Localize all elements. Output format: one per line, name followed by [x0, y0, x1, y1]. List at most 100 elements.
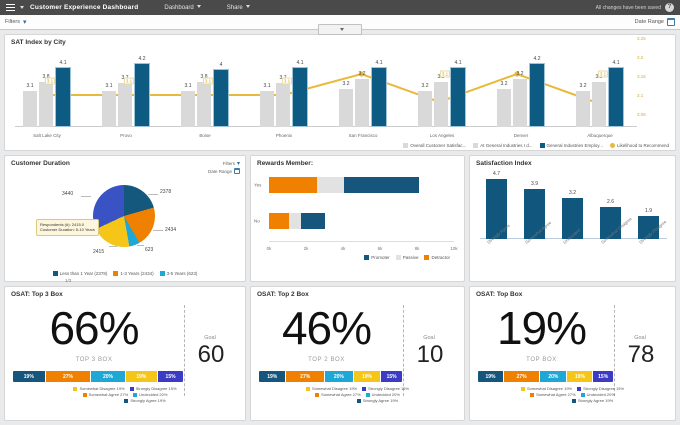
- satisfaction-bar[interactable]: 4.7: [486, 171, 507, 239]
- satisfaction-bar[interactable]: 3.9: [524, 181, 545, 239]
- rewards-legend-item[interactable]: Detractor: [424, 255, 450, 260]
- osat-segment[interactable]: 19%: [353, 371, 382, 382]
- calendar-icon[interactable]: [667, 18, 675, 26]
- osat-legend-row: Somewhat Agree 27% Undecided 20%: [13, 392, 237, 397]
- hamburger-menu-icon[interactable]: [6, 4, 15, 11]
- duration-daterange-link[interactable]: Date Range: [208, 168, 240, 174]
- osat-segment[interactable]: 19%: [259, 371, 287, 382]
- pie-legend-item[interactable]: Less than 1 Year (2378): [52, 271, 107, 276]
- filter-bar-right-group: Date Range: [635, 18, 675, 26]
- legend-swatch-icon: [159, 271, 165, 276]
- sat-bar-overall[interactable]: 3.1: [181, 83, 195, 127]
- rewards-segment-passive[interactable]: [317, 177, 344, 193]
- sat-city-label: San Francisco: [348, 133, 378, 138]
- sat-bar-overall[interactable]: 3.1: [23, 83, 37, 127]
- customer-duration-pie[interactable]: [93, 185, 155, 247]
- satisfaction-bar[interactable]: 1.9: [638, 208, 659, 239]
- sat-bar-overall[interactable]: 3.1: [102, 83, 116, 127]
- osat-segment[interactable]: 19%: [567, 371, 594, 382]
- sat-bar-industries-id[interactable]: 3.2: [355, 71, 369, 127]
- osat-legend-item[interactable]: Somewhat Agree 27%: [82, 392, 128, 397]
- rewards-legend-label: Detractor: [431, 255, 450, 260]
- osat-legend-item[interactable]: Strongly Agree 19%: [571, 398, 613, 403]
- sat-line-point-label: 3.1: [597, 70, 609, 78]
- sat-bar-industries-id[interactable]: 3.7: [118, 75, 132, 127]
- osat-segment[interactable]: 20%: [540, 371, 568, 382]
- funnel-icon[interactable]: ▾: [22, 18, 27, 26]
- duration-filters-link[interactable]: Filters ▾: [208, 160, 240, 167]
- osat-segment[interactable]: 20%: [91, 371, 126, 382]
- sat-legend-item[interactable]: Likelihood to Recommend: [609, 143, 669, 148]
- osat-legend-item[interactable]: Somewhat Disagree 19%: [73, 386, 125, 391]
- sat-bar-employees[interactable]: 4.1: [450, 60, 466, 127]
- osat-segment[interactable]: 27%: [45, 371, 92, 382]
- sat-bar-employees[interactable]: 4.2: [134, 56, 150, 127]
- sat-bar-employees[interactable]: 4: [213, 62, 229, 127]
- rewards-segment-promoter[interactable]: [343, 177, 419, 193]
- sat-bar-industries-id[interactable]: 3.8: [592, 74, 606, 127]
- sat-bar-industries-id[interactable]: 3.8: [39, 74, 53, 127]
- pie-legend-item[interactable]: 1-3 Years (2434): [113, 271, 154, 276]
- rewards-segment-promoter[interactable]: [301, 213, 326, 229]
- rewards-segment-detractor[interactable]: [269, 177, 318, 193]
- sat-bar-industries-id[interactable]: 3.8: [197, 74, 211, 127]
- sat-bar-employees[interactable]: 4.2: [529, 56, 545, 127]
- sat-legend-item[interactable]: At General Industries I d...: [473, 143, 533, 148]
- osat-segment[interactable]: 19%: [478, 371, 504, 382]
- osat-segment[interactable]: 27%: [286, 371, 325, 382]
- filters-label[interactable]: Filters: [5, 19, 20, 25]
- sat-bar-value: 4: [219, 61, 223, 68]
- panel-collapse-handle[interactable]: [318, 24, 362, 35]
- osat-segment[interactable]: 27%: [503, 371, 541, 382]
- osat-legend-item[interactable]: Somewhat Agree 27%: [530, 392, 576, 397]
- osat-legend-item[interactable]: Strongly Disagree 15%: [362, 386, 409, 391]
- menu-chevron-down-icon[interactable]: [20, 6, 24, 9]
- sat-bar-overall[interactable]: 3.2: [418, 83, 432, 127]
- satisfaction-index-card: Satisfaction Index 4.7 Strongly Agree 3.…: [469, 155, 676, 282]
- rewards-legend-item[interactable]: Passive: [395, 255, 418, 260]
- osat-legend-item[interactable]: Somewhat Disagree 19%: [520, 386, 573, 391]
- nav-share[interactable]: Share: [227, 5, 250, 11]
- sat-bar-industries-id[interactable]: 3.8: [434, 74, 448, 127]
- date-range-label[interactable]: Date Range: [634, 19, 664, 25]
- satisfaction-bar[interactable]: 2.6: [600, 199, 621, 239]
- rewards-segment-detractor[interactable]: [269, 213, 290, 229]
- osat-legend-item[interactable]: Strongly Disagree 15%: [577, 386, 624, 391]
- help-icon[interactable]: ?: [665, 3, 674, 12]
- rewards-legend-item[interactable]: Promoter: [364, 255, 390, 260]
- sat-legend-item[interactable]: General Industries Employ...: [539, 143, 603, 148]
- sat-bar-overall[interactable]: 3.2: [497, 81, 511, 127]
- satisfaction-bar[interactable]: 3.2: [562, 190, 583, 239]
- osat-segment[interactable]: 15%: [158, 371, 183, 382]
- nav-dashboard[interactable]: Dashboard: [164, 5, 201, 11]
- osat-segment[interactable]: 20%: [324, 371, 354, 382]
- osat-legend-item[interactable]: Strongly Disagree 15%: [129, 386, 177, 391]
- osat-legend-item[interactable]: Undecided 20%: [365, 392, 400, 397]
- pie-legend-item[interactable]: 3-5 Years (623): [159, 271, 197, 276]
- sat-legend-item[interactable]: Overall Customer Satisfac...: [403, 143, 466, 148]
- sat-bar-employees[interactable]: 4.1: [55, 60, 71, 127]
- sat-bar-employees[interactable]: 4.1: [292, 60, 308, 127]
- pie-legend-pager[interactable]: 1/3: [65, 278, 72, 283]
- sat-bar-overall[interactable]: 3.2: [339, 81, 353, 127]
- sat-bar-overall[interactable]: 3.1: [260, 83, 274, 127]
- sat-bar-overall[interactable]: 3.2: [576, 83, 590, 127]
- osat-segment[interactable]: 15%: [593, 371, 613, 382]
- sat-bar-industries-id[interactable]: 3.7: [276, 75, 290, 127]
- osat-legend-item[interactable]: Undecided 20%: [580, 392, 615, 397]
- sat-bar-value: 3.2: [579, 83, 587, 90]
- osat-legend-item[interactable]: Strongly Agree 19%: [356, 398, 398, 403]
- osat-legend-item[interactable]: Somewhat Disagree 19%: [305, 386, 357, 391]
- osat-segment[interactable]: 19%: [125, 371, 159, 382]
- sat-bar-employees[interactable]: 4.1: [371, 60, 387, 127]
- osat-legend-item[interactable]: Undecided 20%: [133, 392, 167, 397]
- osat-legend-label: Somewhat Disagree 19%: [526, 386, 573, 391]
- osat-segment[interactable]: 15%: [381, 371, 402, 382]
- osat-row: OSAT: Top 3 Box 66% TOP 3 BOX Goal 60 19…: [4, 286, 676, 421]
- sat-bar-industries-id[interactable]: 3.2: [513, 71, 527, 127]
- osat-legend-item[interactable]: Strongly Agree 19%: [124, 398, 166, 403]
- sat-bar-employees[interactable]: 4.1: [608, 60, 624, 127]
- osat-segment[interactable]: 19%: [13, 371, 46, 382]
- rewards-segment-passive[interactable]: [289, 213, 302, 229]
- osat-legend-item[interactable]: Somewhat Agree 27%: [315, 392, 361, 397]
